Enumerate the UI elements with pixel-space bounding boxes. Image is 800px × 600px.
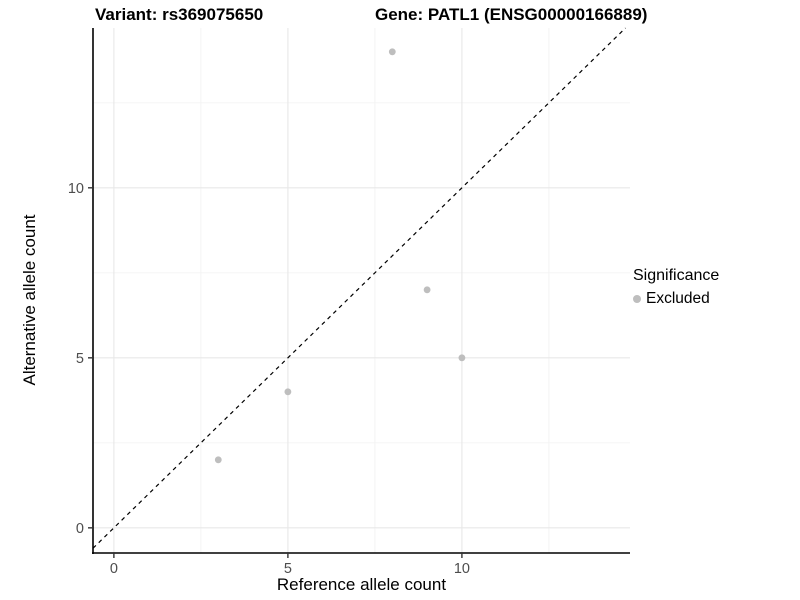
data-point xyxy=(214,456,222,464)
legend-item: Excluded xyxy=(633,290,719,308)
legend-item-label: Excluded xyxy=(646,290,710,307)
plot-title-gene: Gene: PATL1 (ENSG00000166889) xyxy=(375,5,648,24)
identity-line xyxy=(92,27,626,549)
data-point xyxy=(284,388,292,396)
plot-title-variant: Variant: rs369075650 xyxy=(95,5,264,24)
legend-point-icon xyxy=(633,295,641,303)
x-tick-label: 10 xyxy=(454,561,470,577)
data-point xyxy=(388,48,396,56)
x-tick-label: 5 xyxy=(284,561,292,577)
legend: Significance Excluded xyxy=(633,267,719,308)
y-tick-label: 10 xyxy=(68,181,84,197)
data-point xyxy=(458,354,466,362)
x-axis-title: Reference allele count xyxy=(276,575,447,594)
legend-title: Significance xyxy=(633,267,720,284)
y-tick-label: 0 xyxy=(76,521,84,537)
y-tick-label: 5 xyxy=(76,351,84,367)
x-tick-label: 0 xyxy=(110,561,118,577)
y-axis-title: Alternative allele count xyxy=(20,214,39,386)
data-point xyxy=(423,286,431,294)
